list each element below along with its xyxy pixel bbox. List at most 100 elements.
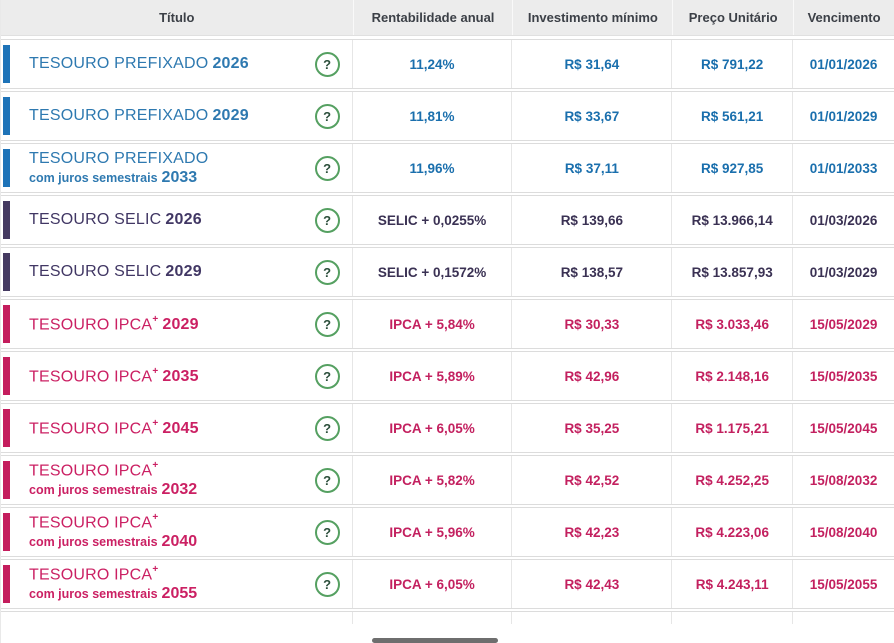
maturity-date: 15/08/2032 bbox=[809, 472, 878, 488]
series-color-bar bbox=[3, 513, 10, 551]
bond-title: TESOURO PREFIXADO 2029 bbox=[29, 107, 249, 125]
min-investment: R$ 30,33 bbox=[512, 300, 673, 348]
annual-rate: IPCA + 5,89% bbox=[353, 352, 513, 400]
help-icon[interactable]: ? bbox=[314, 207, 340, 233]
bond-title-cell: TESOURO IPCA+ com juros semestrais 2055 ? bbox=[1, 560, 353, 608]
column-header-investimento-minimo: Investimento mínimo bbox=[512, 0, 672, 35]
series-color-bar bbox=[3, 565, 10, 603]
help-icon[interactable]: ? bbox=[314, 571, 340, 597]
series-color-bar bbox=[3, 461, 10, 499]
table-row-ipca-2045[interactable]: TESOURO IPCA+ 2045 ? IPCA + 6,05% R$ 35,2… bbox=[1, 403, 894, 453]
bond-title: TESOURO SELIC 2026 bbox=[29, 211, 202, 229]
help-icon[interactable]: ? bbox=[314, 467, 340, 493]
maturity-date: 01/01/2029 bbox=[809, 108, 878, 124]
table-body: TESOURO PREFIXADO 2026 ? 11,24% R$ 31,64 … bbox=[1, 36, 894, 624]
table-row-partial bbox=[1, 611, 894, 624]
series-color-bar bbox=[3, 97, 10, 135]
annual-rate: 11,81% bbox=[353, 92, 513, 140]
min-investment: R$ 42,43 bbox=[512, 560, 673, 608]
maturity-date: 01/01/2033 bbox=[809, 160, 878, 176]
bond-title: TESOURO PREFIXADO 2026 bbox=[29, 55, 249, 73]
annual-rate: 11,24% bbox=[353, 40, 513, 88]
unit-price: R$ 13.857,93 bbox=[672, 248, 794, 296]
maturity-date: 15/05/2029 bbox=[809, 316, 878, 332]
bond-title: TESOURO PREFIXADO com juros semestrais 20… bbox=[29, 149, 209, 186]
min-investment: R$ 42,23 bbox=[512, 508, 673, 556]
table-row-ipca-juros-2032[interactable]: TESOURO IPCA+ com juros semestrais 2032 ?… bbox=[1, 455, 894, 505]
horizontal-scrollbar-thumb[interactable] bbox=[372, 638, 498, 643]
unit-price: R$ 3.033,46 bbox=[672, 300, 794, 348]
table-row-ipca-2035[interactable]: TESOURO IPCA+ 2035 ? IPCA + 5,89% R$ 42,9… bbox=[1, 351, 894, 401]
help-icon[interactable]: ? bbox=[314, 415, 340, 441]
bond-title: TESOURO IPCA+ com juros semestrais 2032 bbox=[29, 460, 198, 499]
table-row-selic-2029[interactable]: TESOURO SELIC 2029 ? SELIC + 0,1572% R$ 1… bbox=[1, 247, 894, 297]
maturity-date: 15/05/2055 bbox=[809, 576, 878, 592]
bond-title-cell: TESOURO IPCA+ 2045 ? bbox=[1, 404, 353, 452]
help-icon[interactable]: ? bbox=[314, 519, 340, 545]
unit-price: R$ 927,85 bbox=[672, 144, 794, 192]
column-header-rentabilidade: Rentabilidade anual bbox=[352, 0, 513, 35]
min-investment: R$ 31,64 bbox=[512, 40, 673, 88]
bond-title-cell: TESOURO PREFIXADO 2026 ? bbox=[1, 40, 353, 88]
series-color-bar bbox=[3, 305, 10, 343]
column-header-preco-unitario: Preço Unitário bbox=[672, 0, 793, 35]
table-row-ipca-juros-2040[interactable]: TESOURO IPCA+ com juros semestrais 2040 ?… bbox=[1, 507, 894, 557]
bond-title-cell: TESOURO PREFIXADO com juros semestrais 20… bbox=[1, 144, 353, 192]
annual-rate: IPCA + 5,84% bbox=[353, 300, 513, 348]
min-investment: R$ 42,96 bbox=[512, 352, 673, 400]
column-header-titulo: Título bbox=[159, 10, 195, 25]
bond-title-cell: TESOURO SELIC 2026 ? bbox=[1, 196, 353, 244]
table-row-prefixado-juros-2033[interactable]: TESOURO PREFIXADO com juros semestrais 20… bbox=[1, 143, 894, 193]
unit-price: R$ 4.252,25 bbox=[672, 456, 794, 504]
maturity-date: 01/03/2029 bbox=[809, 264, 878, 280]
table-row-prefixado-2029[interactable]: TESOURO PREFIXADO 2029 ? 11,81% R$ 33,67 … bbox=[1, 91, 894, 141]
maturity-date: 15/05/2035 bbox=[809, 368, 878, 384]
maturity-date: 15/05/2045 bbox=[809, 420, 878, 436]
table-row-selic-2026[interactable]: TESOURO SELIC 2026 ? SELIC + 0,0255% R$ 1… bbox=[1, 195, 894, 245]
unit-price: R$ 791,22 bbox=[672, 40, 794, 88]
unit-price: R$ 4.223,06 bbox=[672, 508, 794, 556]
help-icon[interactable]: ? bbox=[314, 363, 340, 389]
series-color-bar bbox=[3, 357, 10, 395]
unit-price: R$ 2.148,16 bbox=[672, 352, 794, 400]
help-icon[interactable]: ? bbox=[314, 311, 340, 337]
unit-price: R$ 1.175,21 bbox=[672, 404, 794, 452]
bond-title-cell: TESOURO PREFIXADO 2029 ? bbox=[1, 92, 353, 140]
column-header-vencimento: Vencimento bbox=[793, 0, 894, 35]
series-color-bar bbox=[3, 45, 10, 83]
series-color-bar bbox=[3, 409, 10, 447]
unit-price: R$ 561,21 bbox=[672, 92, 794, 140]
help-icon[interactable]: ? bbox=[314, 103, 340, 129]
maturity-date: 15/08/2040 bbox=[809, 524, 878, 540]
table-row-prefixado-2026[interactable]: TESOURO PREFIXADO 2026 ? 11,24% R$ 31,64 … bbox=[1, 39, 894, 89]
table-row-ipca-2029[interactable]: TESOURO IPCA+ 2029 ? IPCA + 5,84% R$ 30,3… bbox=[1, 299, 894, 349]
help-icon[interactable]: ? bbox=[314, 51, 340, 77]
annual-rate: 11,96% bbox=[353, 144, 513, 192]
unit-price: R$ 4.243,11 bbox=[672, 560, 794, 608]
annual-rate: IPCA + 6,05% bbox=[353, 404, 513, 452]
series-color-bar bbox=[3, 149, 10, 187]
annual-rate: IPCA + 5,96% bbox=[353, 508, 513, 556]
bond-title: TESOURO IPCA+ 2045 bbox=[29, 417, 199, 437]
table-header-row: Título Rentabilidade anual Investimento … bbox=[1, 0, 894, 36]
maturity-date: 01/01/2026 bbox=[809, 56, 878, 72]
min-investment: R$ 33,67 bbox=[512, 92, 673, 140]
min-investment: R$ 42,52 bbox=[512, 456, 673, 504]
help-icon[interactable]: ? bbox=[314, 259, 340, 285]
unit-price: R$ 13.966,14 bbox=[672, 196, 794, 244]
annual-rate: SELIC + 0,1572% bbox=[353, 248, 513, 296]
series-color-bar bbox=[3, 253, 10, 291]
min-investment: R$ 138,57 bbox=[512, 248, 673, 296]
min-investment: R$ 35,25 bbox=[512, 404, 673, 452]
min-investment: R$ 139,66 bbox=[512, 196, 673, 244]
bond-title-cell: TESOURO IPCA+ com juros semestrais 2032 ? bbox=[1, 456, 353, 504]
annual-rate: IPCA + 6,05% bbox=[353, 560, 513, 608]
annual-rate: SELIC + 0,0255% bbox=[353, 196, 513, 244]
table-row-ipca-juros-2055[interactable]: TESOURO IPCA+ com juros semestrais 2055 ?… bbox=[1, 559, 894, 609]
bond-title-cell: TESOURO IPCA+ 2029 ? bbox=[1, 300, 353, 348]
help-icon[interactable]: ? bbox=[314, 155, 340, 181]
bond-title: TESOURO IPCA+ com juros semestrais 2055 bbox=[29, 564, 198, 603]
bond-title-cell: TESOURO IPCA+ com juros semestrais 2040 ? bbox=[1, 508, 353, 556]
annual-rate: IPCA + 5,82% bbox=[353, 456, 513, 504]
